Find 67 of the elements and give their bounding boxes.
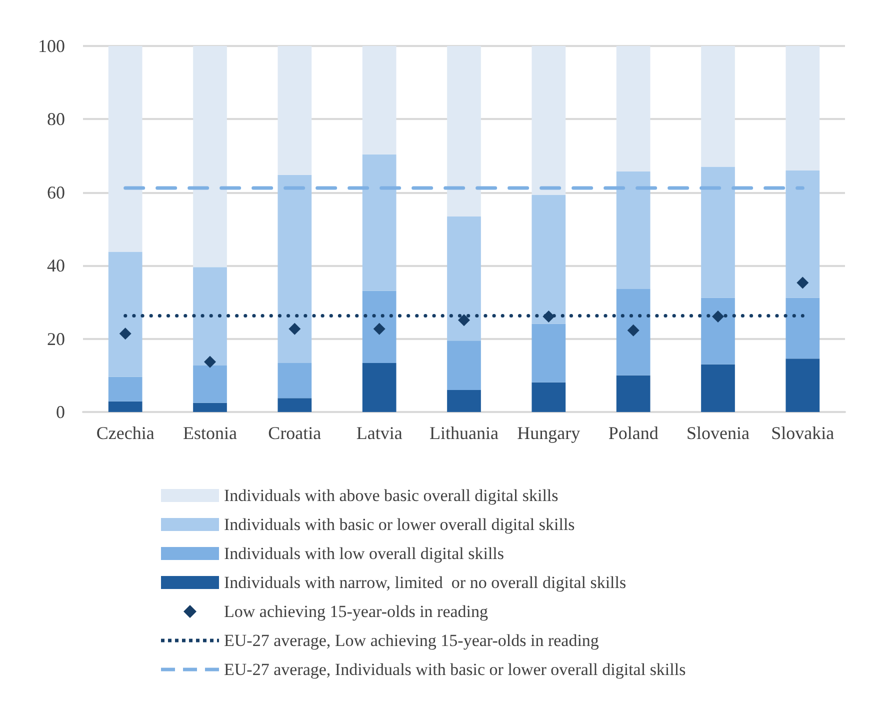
bar [193, 366, 227, 403]
bar [616, 375, 650, 412]
point [373, 322, 386, 335]
x-tick-label: Latvia [356, 423, 402, 443]
bar [193, 402, 227, 412]
bar [447, 216, 481, 341]
point [542, 310, 555, 322]
bar [616, 46, 650, 172]
bar [108, 401, 142, 412]
bar [108, 46, 142, 252]
bar [362, 154, 396, 291]
bar [532, 46, 566, 195]
x-tick-label: Croatia [268, 423, 322, 443]
bar [616, 289, 650, 376]
x-tick-label: Slovakia [771, 423, 834, 443]
bar [616, 172, 650, 290]
legend-label: EU-27 average, Low achieving 15-year-olds in reading [224, 631, 600, 650]
legend-label: Individuals with basic or lower overall digital skills [224, 515, 575, 534]
bar [532, 194, 566, 324]
x-tick-label: Hungary [517, 423, 580, 443]
bar [278, 362, 312, 398]
x-tick-label: Poland [608, 423, 658, 443]
bar [278, 174, 312, 363]
bar [786, 358, 820, 412]
point [458, 314, 470, 326]
y-tick-label: 100 [38, 36, 65, 56]
bar [447, 46, 481, 217]
x-tick-label: Czechia [96, 423, 154, 443]
bar [532, 324, 566, 382]
bar [532, 382, 566, 412]
x-tick-label: Lithuania [430, 423, 498, 443]
bar [278, 398, 312, 412]
point [204, 356, 216, 368]
bar [278, 46, 312, 175]
bar [362, 362, 396, 412]
bar [701, 166, 735, 298]
legend-label: Individuals with low overall digital skills [224, 544, 504, 563]
bar [701, 46, 735, 167]
legend-label: Individuals with narrow, limited or no overall digital skills [224, 573, 626, 592]
legend-label: Low achieving 15-year-olds in reading [224, 602, 489, 621]
point [119, 328, 132, 340]
point [712, 310, 724, 322]
bar [108, 252, 142, 377]
point [288, 322, 301, 335]
x-tick-label: Slovenia [686, 423, 750, 443]
bar [108, 376, 142, 402]
y-tick-label: 40 [47, 256, 65, 276]
bar [447, 390, 481, 412]
legend-label: EU-27 average, Individuals with basic or lower overall digital skills [224, 660, 686, 679]
bar [701, 364, 735, 412]
y-tick-label: 20 [47, 328, 65, 349]
bar [362, 46, 396, 154]
bar [193, 267, 227, 366]
bar [786, 298, 820, 359]
bar [786, 46, 820, 170]
bar [786, 170, 820, 298]
bar [701, 298, 735, 364]
bar [193, 46, 227, 268]
bar [362, 290, 396, 363]
legend-label: Individuals with above basic overall digital skills [224, 486, 558, 505]
x-tick-label: Estonia [183, 423, 237, 443]
y-tick-label: 80 [47, 109, 65, 130]
point [796, 276, 809, 289]
y-tick-label: 60 [47, 182, 65, 202]
bar [447, 340, 481, 390]
point [627, 324, 640, 336]
y-tick-label: 0 [56, 402, 65, 422]
